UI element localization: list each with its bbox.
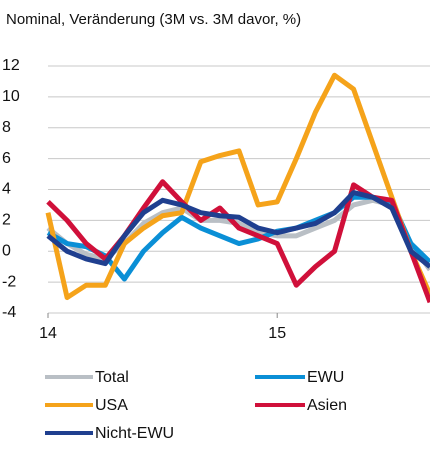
legend-label: Nicht-EWU [95, 425, 174, 442]
y-tick-label: 12 [2, 57, 20, 74]
x-tick-label: 14 [39, 325, 57, 342]
y-tick-label: 6 [2, 150, 11, 167]
y-tick-label: 8 [2, 119, 11, 136]
y-tick-label: -2 [2, 273, 16, 290]
series-line [46, 190, 430, 269]
legend-label: Total [95, 369, 129, 386]
series-line [46, 194, 430, 282]
legend-label: EWU [307, 369, 344, 386]
y-tick-label: 10 [2, 88, 20, 105]
series-line [45, 72, 430, 301]
y-tick-label: 0 [2, 242, 11, 259]
x-tick-label: 15 [268, 325, 286, 342]
legend-label: USA [95, 397, 128, 414]
y-tick-label: 2 [2, 212, 11, 229]
y-tick-label: 4 [2, 181, 11, 198]
legend-label: Asien [307, 397, 347, 414]
y-tick-label: -4 [2, 304, 16, 321]
chart-title: Nominal, Veränderung (3M vs. 3M davor, %… [6, 11, 301, 28]
